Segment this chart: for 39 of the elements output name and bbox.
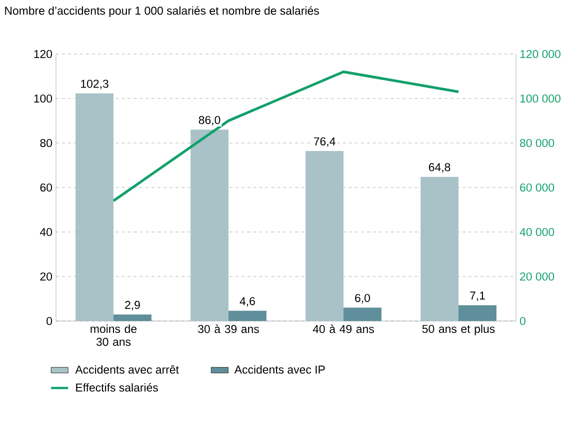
line-series bbox=[112, 70, 460, 202]
chart-title: Nombre d’accidents pour 1 000 salariés et nombre de salariés bbox=[5, 6, 319, 18]
bar bbox=[458, 305, 496, 321]
bar bbox=[228, 310, 266, 321]
y-tick-label: 120 bbox=[34, 50, 52, 58]
data-label: 7,1 bbox=[470, 292, 485, 302]
y2-tick-label: 80 000 bbox=[520, 138, 554, 148]
legend-label: Accidents avec arrêt bbox=[75, 365, 179, 374]
y-tick-label: 80 bbox=[40, 138, 52, 148]
legend-label: Accidents avec IP bbox=[234, 365, 325, 374]
data-label: 6,0 bbox=[355, 294, 370, 304]
data-label: 64,8 bbox=[428, 163, 450, 173]
bar bbox=[306, 151, 344, 321]
bar bbox=[190, 130, 229, 321]
data-label: 4,6 bbox=[240, 297, 255, 307]
y2-tick-label: 20 000 bbox=[520, 272, 554, 281]
y-tick-label: 60 bbox=[40, 183, 52, 192]
x-tick-label: 50 ans et plus bbox=[422, 324, 495, 336]
y2-tick-label: 40 000 bbox=[520, 228, 554, 236]
bar bbox=[344, 308, 382, 321]
y-tick-label: 20 bbox=[40, 272, 52, 281]
bar bbox=[76, 93, 114, 321]
data-label: 76,4 bbox=[314, 137, 336, 147]
y-tick-label: 100 bbox=[34, 94, 52, 103]
data-label: 86,0 bbox=[198, 116, 220, 126]
y-tick-label: 40 bbox=[40, 228, 52, 236]
x-tick-label: moins de 30 ans bbox=[90, 324, 137, 346]
data-label: 2,9 bbox=[125, 300, 140, 310]
bar bbox=[420, 176, 459, 321]
y2-tick-label: 60 000 bbox=[520, 183, 554, 192]
x-tick-label: 30 à 39 ans bbox=[198, 324, 259, 334]
data-label: 102,3 bbox=[81, 80, 108, 90]
y2-tick-label: 100 000 bbox=[520, 94, 560, 103]
y2-tick-label: 120 000 bbox=[520, 50, 560, 58]
y2-tick-label: 0 bbox=[520, 316, 526, 326]
x-tick-label: 40 à 49 ans bbox=[312, 324, 374, 334]
legend-label: Effectifs salariés bbox=[76, 383, 158, 392]
bar bbox=[114, 314, 152, 321]
y-tick-label: 0 bbox=[46, 316, 52, 326]
